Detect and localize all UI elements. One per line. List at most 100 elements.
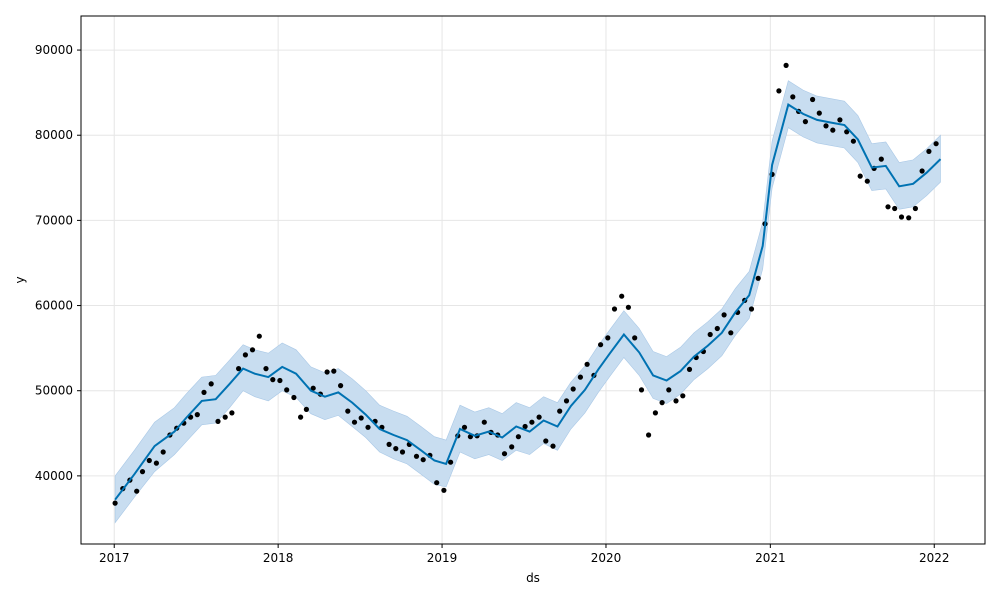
observation-point (680, 393, 686, 399)
observation-point (298, 414, 304, 420)
uncertainty-band (114, 80, 941, 524)
observation-point (509, 444, 515, 450)
observation-point (420, 457, 426, 463)
observation-point (529, 419, 535, 425)
y-tick-label: 60000 (35, 299, 73, 313)
observation-point (638, 387, 645, 393)
x-tick-label: 2020 (591, 551, 622, 565)
observation-point (263, 366, 269, 372)
observation-point (201, 389, 207, 395)
observation-points (112, 62, 939, 506)
observation-point (619, 293, 625, 299)
observation-point (830, 127, 836, 133)
observation-point (625, 304, 632, 310)
observation-point (331, 368, 337, 374)
observation-point (652, 410, 659, 416)
y-axis-ticks: 40000 50000 60000 70000 80000 90000 (35, 43, 81, 483)
observation-point (748, 306, 755, 312)
observation-point (816, 110, 822, 116)
plot-frame (80, 15, 986, 545)
forecast-line (114, 103, 942, 501)
observation-point (605, 335, 611, 341)
observation-point (707, 331, 713, 338)
y-tick-label: 70000 (35, 213, 73, 227)
observation-point (386, 441, 392, 447)
observation-point (284, 387, 290, 393)
x-tick-label: 2018 (263, 551, 294, 565)
x-tick-label: 2022 (919, 551, 950, 565)
observation-point (242, 352, 248, 358)
observation-point (139, 469, 146, 475)
observation-point (146, 457, 152, 464)
observation-point (755, 275, 761, 281)
x-axis-label: ds (526, 571, 540, 585)
observation-point (933, 141, 939, 147)
observation-point (434, 480, 440, 486)
observation-point (249, 347, 256, 353)
observation-point (303, 406, 309, 412)
observation-point (358, 415, 364, 421)
observation-point (926, 148, 932, 154)
observation-point (790, 94, 796, 100)
observation-point (365, 424, 371, 430)
observation-point (270, 377, 276, 383)
observation-point (291, 394, 297, 401)
x-tick-label: 2017 (99, 551, 130, 565)
observation-point (557, 408, 563, 414)
observation-point (229, 410, 235, 416)
observation-point (857, 173, 863, 179)
observation-point (577, 374, 584, 380)
observation-point (153, 460, 159, 466)
observation-point (885, 204, 891, 210)
observation-point (208, 381, 214, 387)
observation-point (721, 312, 727, 318)
observation-point (543, 438, 549, 444)
observation-point (501, 451, 508, 457)
observation-point (673, 398, 679, 404)
y-tick-label: 80000 (35, 128, 73, 142)
y-tick-label: 50000 (35, 384, 73, 398)
observation-point (686, 366, 693, 372)
observation-point (632, 335, 638, 341)
observation-point (536, 414, 542, 420)
observation-point (912, 205, 919, 212)
x-tick-label: 2019 (427, 551, 458, 565)
observation-point (215, 418, 221, 424)
observation-point (898, 214, 905, 220)
observation-point (222, 414, 228, 420)
observation-point (728, 330, 734, 336)
observation-point (584, 361, 590, 367)
observation-point (659, 400, 665, 406)
observation-point (310, 385, 316, 391)
observation-point (714, 325, 720, 332)
observation-point (598, 342, 604, 348)
observation-point (810, 96, 816, 103)
observation-point (646, 432, 652, 438)
observation-point (878, 156, 884, 162)
observation-point (522, 423, 528, 430)
y-tick-label: 40000 (35, 469, 73, 483)
observation-point (864, 178, 870, 184)
observation-point (277, 377, 283, 384)
observation-point (324, 369, 330, 375)
observation-point (666, 387, 672, 393)
observation-point (351, 419, 358, 425)
observation-point (823, 123, 829, 129)
observation-point (236, 366, 242, 372)
observation-point (563, 398, 570, 404)
observation-point (850, 138, 857, 144)
observation-point (837, 117, 843, 123)
grid (81, 16, 985, 544)
y-axis-label: y (13, 276, 27, 283)
y-tick-label: 90000 (35, 43, 73, 57)
observation-point (194, 412, 200, 418)
x-axis-ticks: 2017 2018 2019 2020 2021 2022 (99, 544, 950, 565)
observation-point (448, 459, 454, 465)
observation-point (919, 168, 925, 174)
observation-point (611, 306, 618, 312)
observation-point (134, 488, 140, 494)
observation-point (256, 333, 262, 339)
observation-point (441, 487, 447, 493)
